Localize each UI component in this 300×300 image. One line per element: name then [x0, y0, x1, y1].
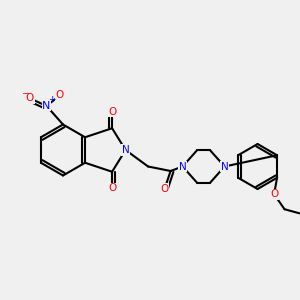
Text: −: − [21, 88, 28, 97]
Text: O: O [108, 107, 116, 117]
Text: N: N [221, 161, 229, 172]
Text: +: + [48, 95, 56, 104]
Text: O: O [26, 93, 34, 103]
Text: N: N [42, 101, 51, 111]
Text: N: N [179, 161, 187, 172]
Text: N: N [122, 145, 130, 155]
Text: O: O [270, 189, 278, 199]
Text: O: O [108, 183, 116, 193]
Text: O: O [160, 184, 169, 194]
Text: O: O [56, 90, 64, 100]
